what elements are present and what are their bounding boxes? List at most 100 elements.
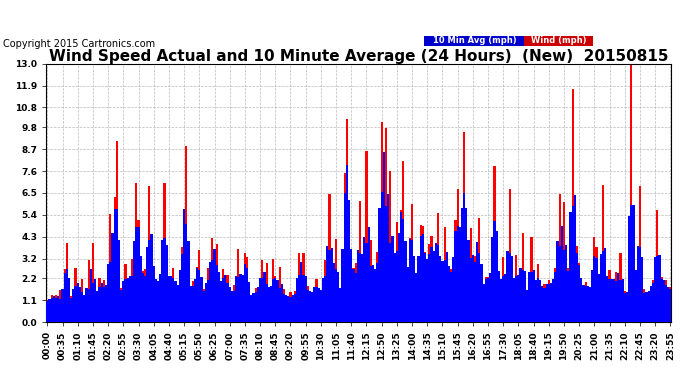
Bar — [628, 292, 630, 322]
Bar — [68, 295, 70, 322]
Bar — [126, 278, 129, 322]
Bar — [533, 270, 535, 322]
Bar — [175, 290, 177, 322]
Bar — [448, 266, 450, 322]
Bar — [656, 210, 658, 322]
Bar — [241, 275, 244, 322]
Bar — [319, 291, 322, 322]
Bar — [667, 287, 669, 322]
Bar — [63, 269, 66, 322]
Bar — [398, 233, 400, 322]
Bar — [431, 236, 433, 322]
Bar — [424, 252, 426, 322]
Bar — [99, 287, 101, 322]
Bar — [198, 250, 200, 322]
Bar — [118, 290, 120, 322]
Bar — [630, 64, 632, 322]
Bar — [541, 290, 543, 322]
Bar — [387, 194, 389, 322]
Bar — [552, 285, 554, 322]
Bar — [452, 283, 454, 322]
Bar — [548, 284, 550, 322]
Bar — [185, 224, 188, 322]
Bar — [99, 278, 101, 322]
Bar — [411, 240, 413, 322]
Bar — [333, 279, 335, 322]
Bar — [328, 250, 331, 322]
Bar — [470, 258, 472, 322]
Bar — [250, 295, 253, 322]
Bar — [489, 273, 491, 322]
Bar — [491, 237, 493, 322]
Bar — [413, 255, 415, 322]
Bar — [200, 292, 203, 322]
Bar — [233, 285, 235, 322]
Bar — [59, 290, 61, 322]
Bar — [541, 286, 543, 322]
Bar — [96, 292, 99, 322]
Bar — [504, 274, 506, 322]
Bar — [302, 275, 304, 322]
Bar — [353, 268, 355, 322]
Bar — [539, 285, 541, 322]
Bar — [48, 303, 50, 322]
Bar — [495, 233, 497, 322]
Bar — [415, 273, 417, 322]
Bar — [433, 251, 435, 322]
Bar — [298, 275, 300, 322]
Bar — [120, 288, 122, 322]
Bar — [602, 185, 604, 322]
Bar — [264, 272, 266, 322]
Bar — [520, 268, 522, 322]
Bar — [383, 152, 385, 322]
Bar — [48, 299, 50, 322]
Bar — [86, 288, 88, 322]
Bar — [294, 291, 296, 322]
Bar — [270, 286, 272, 322]
Bar — [92, 243, 94, 322]
Bar — [637, 246, 639, 322]
Bar — [114, 209, 116, 322]
Bar — [393, 263, 396, 322]
Bar — [172, 268, 175, 322]
Bar — [611, 279, 613, 322]
Bar — [264, 292, 266, 322]
Bar — [474, 262, 476, 322]
Bar — [495, 231, 497, 322]
Bar — [558, 246, 561, 322]
Bar — [344, 193, 346, 322]
Bar — [272, 259, 274, 322]
Bar — [658, 255, 660, 322]
Bar — [584, 282, 586, 322]
Bar — [504, 285, 506, 322]
Bar — [654, 257, 656, 322]
Bar — [207, 268, 209, 322]
Bar — [46, 301, 48, 322]
Bar — [641, 256, 643, 322]
Bar — [402, 161, 404, 322]
Bar — [622, 294, 624, 322]
Bar — [281, 297, 283, 322]
Bar — [270, 302, 272, 322]
Bar — [159, 276, 161, 322]
Bar — [213, 249, 215, 322]
Bar — [448, 266, 450, 322]
Bar — [328, 194, 331, 322]
Bar — [131, 276, 133, 322]
Bar — [226, 275, 228, 322]
Bar — [576, 253, 578, 322]
Bar — [439, 256, 442, 322]
Bar — [446, 252, 448, 322]
Bar — [255, 292, 257, 322]
Bar — [209, 279, 211, 322]
Bar — [406, 275, 408, 322]
Bar — [363, 237, 366, 322]
Bar — [337, 272, 339, 322]
Bar — [626, 293, 628, 322]
Bar — [139, 278, 141, 322]
Bar — [66, 269, 68, 322]
Bar — [317, 294, 319, 322]
Bar — [669, 289, 671, 322]
Bar — [224, 280, 226, 322]
Bar — [228, 292, 230, 322]
